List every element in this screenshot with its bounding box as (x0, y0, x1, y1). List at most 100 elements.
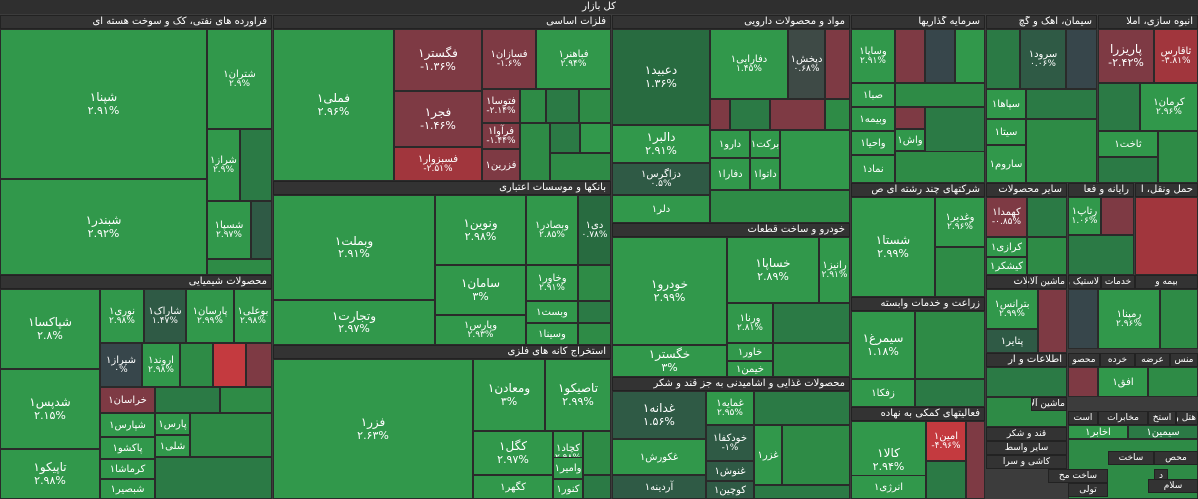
tile-khimn[interactable]: خیمن۱ (727, 361, 773, 377)
tile-vsapa[interactable]: وساپا۱ ۲.۹۱% (851, 29, 895, 83)
mini-sector-arze[interactable]: عرضه (1135, 353, 1170, 367)
tile-kochin[interactable]: کوچین۱ (706, 481, 754, 499)
tile-kgl[interactable]: کگل۱ ۲.۹۷% (473, 431, 553, 475)
tile-small[interactable] (213, 343, 246, 387)
tile-shiraz[interactable]: شراز۱ ۲.۹% (207, 129, 240, 201)
tile-small[interactable] (782, 425, 850, 485)
tile-small[interactable] (754, 391, 850, 425)
tile-small[interactable] (966, 421, 985, 499)
tile-small[interactable] (825, 99, 850, 130)
tile-dtoli[interactable]: داتوا۱ (750, 158, 780, 190)
tile-small[interactable] (1027, 237, 1067, 275)
tile-small[interactable] (579, 89, 611, 123)
tile-small[interactable] (550, 153, 611, 181)
section-header-other[interactable]: سایر محصولات (986, 183, 1067, 197)
tile-ranji[interactable]: رانیز۱ ۲.۹۱% (819, 237, 850, 303)
tile-shpars[interactable]: شپارس۱ (100, 413, 155, 437)
tile-khorasan[interactable]: خراسان۱ (100, 387, 155, 413)
tile-small[interactable] (915, 379, 985, 407)
tile-srood[interactable]: سرود۱ ۰.۰۶% (1020, 29, 1066, 89)
tile-small[interactable] (926, 461, 966, 499)
tile-ghnosh[interactable]: غنوش۱ (706, 461, 754, 481)
tile-shsepa[interactable]: شسپا۱ ۲.۹۷% (207, 201, 251, 259)
tile-khodro[interactable]: خودرو۱ ۲.۹۹% (612, 237, 727, 345)
tile-small[interactable] (1068, 235, 1134, 275)
tile-small[interactable] (754, 485, 850, 499)
tile-small[interactable] (546, 89, 579, 123)
tile-small[interactable] (1068, 289, 1098, 349)
tile-fzra[interactable]: فزر۱ ۲.۶۳% (273, 359, 473, 499)
tile-vahia[interactable]: واحیا۱ (851, 131, 895, 155)
tile-small[interactable] (770, 99, 825, 130)
tile-sarom2[interactable]: ثاقارس -۳.۸۱% (1154, 29, 1198, 83)
tile-sharak[interactable]: شاراک۱ ۱.۴۷% (144, 289, 186, 343)
tile-small[interactable] (583, 431, 611, 475)
tile-small[interactable] (180, 343, 213, 387)
section-header-agri[interactable]: زراعت و خدمات وابسته (851, 297, 985, 311)
tile-shpna[interactable]: شپنا۱ ۲.۹۱% (0, 29, 207, 179)
tile-rmpna[interactable]: رمپنا۱ ۲.۹۶% (1098, 289, 1160, 349)
tile-small[interactable] (583, 475, 611, 499)
tile-ardine[interactable]: آردینه۱ (612, 475, 706, 499)
tile-afgh[interactable]: افق۱ (1098, 367, 1148, 397)
tile-karman[interactable]: کرمان۱ ۲.۹۶% (1140, 83, 1198, 131)
mini-sector-sakhtmah[interactable]: ساخت مح (1048, 469, 1108, 483)
mini-sector-mashin[interactable]: ماشین آلات (1027, 275, 1067, 289)
section-header-chem[interactable]: محصولات شیمیایی (0, 275, 272, 289)
tile-anrzhi[interactable]: انرژی۱ (851, 475, 926, 499)
tile-sparsh[interactable]: سیمین۱ (1128, 425, 1198, 439)
tile-small[interactable] (1026, 89, 1097, 119)
tile-small[interactable] (520, 89, 546, 123)
tile-small[interactable] (1068, 367, 1098, 397)
tile-dabid[interactable]: دعبید۱ ۱.۳۶% (612, 29, 710, 125)
tile-kghr[interactable]: کگهر۱ (473, 475, 553, 499)
tile-dzagros[interactable]: دزاگرس۱ ۰.۵% (612, 163, 710, 195)
tile-vbime[interactable]: وبیمه۱ (851, 107, 895, 131)
tile-sarom[interactable]: ساروم۱ (986, 145, 1026, 183)
tile-ftosa[interactable]: فتوسا۱ -۲.۱۴% (482, 89, 520, 123)
mini-sector-kashi[interactable]: کاشی و سرا (986, 455, 1067, 469)
tile-pars[interactable]: پارس۱ (155, 413, 190, 435)
tile-small[interactable] (895, 83, 985, 107)
section-header-food[interactable]: محصولات غذایی و آشامیدنی به جز قند و شکر (612, 377, 850, 391)
mini-sector-eslam[interactable]: سلام (1148, 479, 1198, 493)
tile-krmasha[interactable]: کرماشا۱ (100, 459, 155, 479)
tile-vsina[interactable]: وسینا۱ (526, 323, 578, 345)
section-header-info[interactable]: اطلاعات و ار (986, 353, 1067, 367)
tile-small[interactable] (578, 301, 611, 323)
tile-vghadir[interactable]: وغدیر۱ ۲.۹۶% (935, 197, 985, 247)
mini-sector-lastik[interactable]: لاستیک و (1068, 275, 1101, 289)
tile-small[interactable] (895, 107, 925, 129)
section-header-auto[interactable]: خودرو و ساخت قطعات (612, 223, 850, 237)
section-header-construct[interactable]: انبوه سازی، املا (1098, 15, 1198, 29)
section-header-mining[interactable]: استخراج کانه های فلزی (273, 345, 611, 359)
tile-dfarabi[interactable]: دفارابی۱ ۱.۴۵% (710, 29, 788, 99)
tile-farf[interactable]: فرآوا۱ -۱.۴۴% (482, 123, 520, 149)
tile-khsapa[interactable]: خساپا۱ ۲.۸۹% (727, 237, 819, 303)
tile-small[interactable] (190, 413, 272, 457)
tile-ghzr[interactable]: غزر۱ (754, 425, 782, 485)
tile-dfara[interactable]: دفارا۱ (710, 158, 750, 190)
mini-sector-mahsor[interactable]: محصو (1068, 353, 1100, 367)
section-header-it[interactable]: رایانه و فعا (1068, 183, 1134, 197)
tile-small[interactable] (578, 265, 611, 301)
section-header-transport[interactable]: حمل ونقل، ا (1135, 183, 1198, 197)
mini-sector-ghand[interactable]: قند و شکر (986, 427, 1067, 441)
tile-small[interactable] (710, 99, 730, 130)
tile-small[interactable] (1101, 197, 1134, 235)
tile-small[interactable] (240, 129, 272, 201)
section-header-oil[interactable]: فراورده های نفتی، کک و سوخت هسته ای (0, 15, 272, 29)
tile-small[interactable] (580, 123, 611, 153)
tile-shli[interactable]: شلی۱ (155, 435, 190, 457)
section-header-cement[interactable]: سیمان، آهک و گچ (986, 15, 1097, 29)
tile-ghadane[interactable]: غدانه۱ ۱.۵۶% (612, 391, 706, 439)
tile-khodka[interactable]: خودکفا۱ -۱% (706, 425, 754, 461)
tile-ghmaye[interactable]: غمایه۱ ۲.۹۵% (706, 391, 754, 425)
tile-khgstr[interactable]: خگستر۱ ۳% (612, 345, 727, 377)
tile-tpsiko[interactable]: تاصیکو۱ ۲.۹۹% (545, 359, 611, 431)
tile-shiraz2[interactable]: شیراز۱ ۰% (100, 343, 142, 387)
tile-nmad[interactable]: نماد۱ (851, 155, 895, 183)
tile-vspdar[interactable]: وبصادر۱ ۲.۸۵% (526, 195, 578, 265)
tile-small[interactable] (1026, 119, 1097, 183)
tile-small[interactable] (1158, 131, 1198, 183)
